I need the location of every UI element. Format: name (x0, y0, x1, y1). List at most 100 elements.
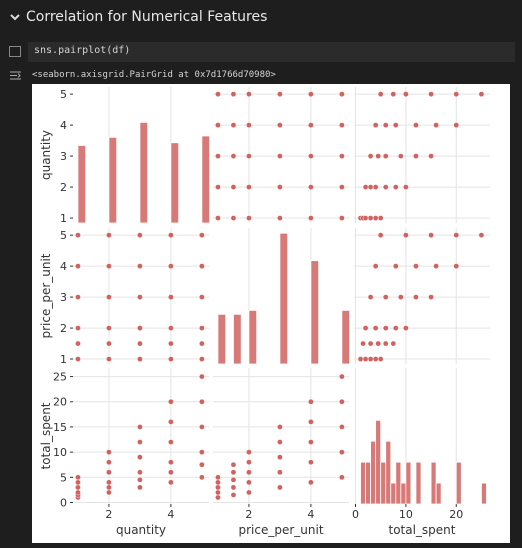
scatter-point (453, 263, 460, 269)
collapse-icon[interactable] (8, 10, 22, 24)
scatter-point (75, 474, 81, 481)
y-tick-label: 25 (53, 371, 67, 384)
histogram-bar (405, 461, 412, 505)
scatter-point (382, 340, 389, 347)
scatter-point (199, 232, 205, 238)
scatter-point (428, 294, 434, 300)
scatter-point (339, 449, 345, 455)
scatter-point (215, 494, 221, 501)
histogram-bar (435, 482, 442, 505)
scatter-point (308, 122, 314, 128)
run-button[interactable] (9, 46, 21, 57)
y-tick-label: 5 (60, 471, 67, 484)
scatter-point (377, 215, 384, 221)
scatter-point (199, 356, 205, 362)
scatter-point (75, 232, 81, 238)
scatter-point (339, 398, 345, 405)
scatter-point (277, 91, 283, 97)
scatter-point (106, 263, 112, 269)
scatter-point (137, 477, 143, 483)
scatter-point (168, 398, 174, 405)
scatter-point (308, 439, 314, 445)
scatter-point (372, 263, 379, 269)
scatter-point (137, 340, 143, 347)
section-header[interactable]: Correlation for Numerical Features (0, 0, 522, 36)
y-tick-label: 2 (60, 181, 67, 194)
scatter-point (357, 356, 364, 362)
scatter-point (230, 484, 237, 491)
scatter-point (246, 91, 252, 97)
scatter-point (137, 454, 143, 460)
y-tick-label: 3 (60, 150, 67, 163)
scatter-point (308, 184, 314, 190)
scatter-point (168, 459, 174, 465)
y-axis-label: price_per_unit (39, 253, 53, 338)
scatter-point (246, 122, 252, 128)
output-icon[interactable] (9, 70, 22, 81)
scatter-point (137, 263, 143, 269)
scatter-point (106, 449, 112, 455)
histogram-bar (395, 461, 402, 505)
scatter-point (393, 122, 399, 128)
scatter-point (215, 484, 221, 491)
scatter-point (199, 474, 205, 481)
scatter-point (398, 294, 404, 300)
y-tick-label: 5 (60, 229, 67, 242)
y-tick-label: 1 (60, 212, 67, 225)
scatter-point (106, 489, 112, 496)
x-tick-label: 4 (307, 508, 314, 521)
scatter-point (277, 122, 283, 128)
scatter-point (308, 91, 314, 97)
scatter-point (382, 153, 389, 159)
scatter-point (339, 474, 345, 481)
histogram-bar (233, 313, 242, 365)
y-tick-label: 5 (60, 88, 67, 101)
scatter-point (403, 232, 409, 238)
image-background (32, 84, 510, 543)
scatter-point (106, 356, 112, 362)
scatter-point (308, 419, 314, 425)
scatter-point (367, 153, 374, 159)
scatter-point (453, 232, 460, 238)
scatter-point (367, 356, 374, 362)
x-tick-label: 2 (245, 508, 252, 521)
histogram-bar (170, 142, 180, 224)
y-tick-label: 1 (60, 353, 67, 366)
scatter-point (390, 91, 397, 97)
scatter-point (168, 263, 174, 269)
histogram-bar (217, 313, 227, 365)
code-text: sns.pairplot(df) (34, 45, 131, 56)
scatter-point (75, 325, 81, 331)
scatter-point (367, 215, 374, 221)
scatter-point (199, 424, 205, 430)
scatter-point (199, 398, 205, 405)
scatter-point (377, 91, 384, 97)
scatter-point (398, 153, 404, 159)
histogram-bar (360, 461, 366, 505)
scatter-point (75, 484, 81, 491)
scatter-point (362, 356, 369, 362)
scatter-point (413, 153, 419, 159)
histogram-bar (108, 136, 118, 224)
scatter-point (106, 325, 112, 331)
scatter-point (137, 232, 143, 238)
output-text: <seaborn.axisgrid.PairGrid at 0x7d1766d7… (32, 70, 276, 80)
scatter-point (339, 215, 345, 221)
scatter-point (246, 153, 252, 159)
scatter-point (106, 469, 112, 476)
histogram-bar (341, 309, 351, 365)
scatter-point (230, 153, 237, 159)
scatter-point (393, 325, 399, 331)
scatter-point (75, 356, 81, 362)
code-cell[interactable]: sns.pairplot(df) (28, 42, 515, 62)
scatter-point (246, 469, 252, 476)
scatter-point (393, 263, 399, 269)
scatter-point (413, 263, 419, 269)
y-axis-label: quantity (39, 130, 53, 180)
scatter-point (372, 215, 379, 221)
histogram-bar (310, 260, 320, 365)
histogram-bar (385, 440, 392, 505)
scatter-point (215, 215, 221, 221)
histogram-bar (481, 482, 487, 505)
scatter-point (230, 91, 237, 97)
